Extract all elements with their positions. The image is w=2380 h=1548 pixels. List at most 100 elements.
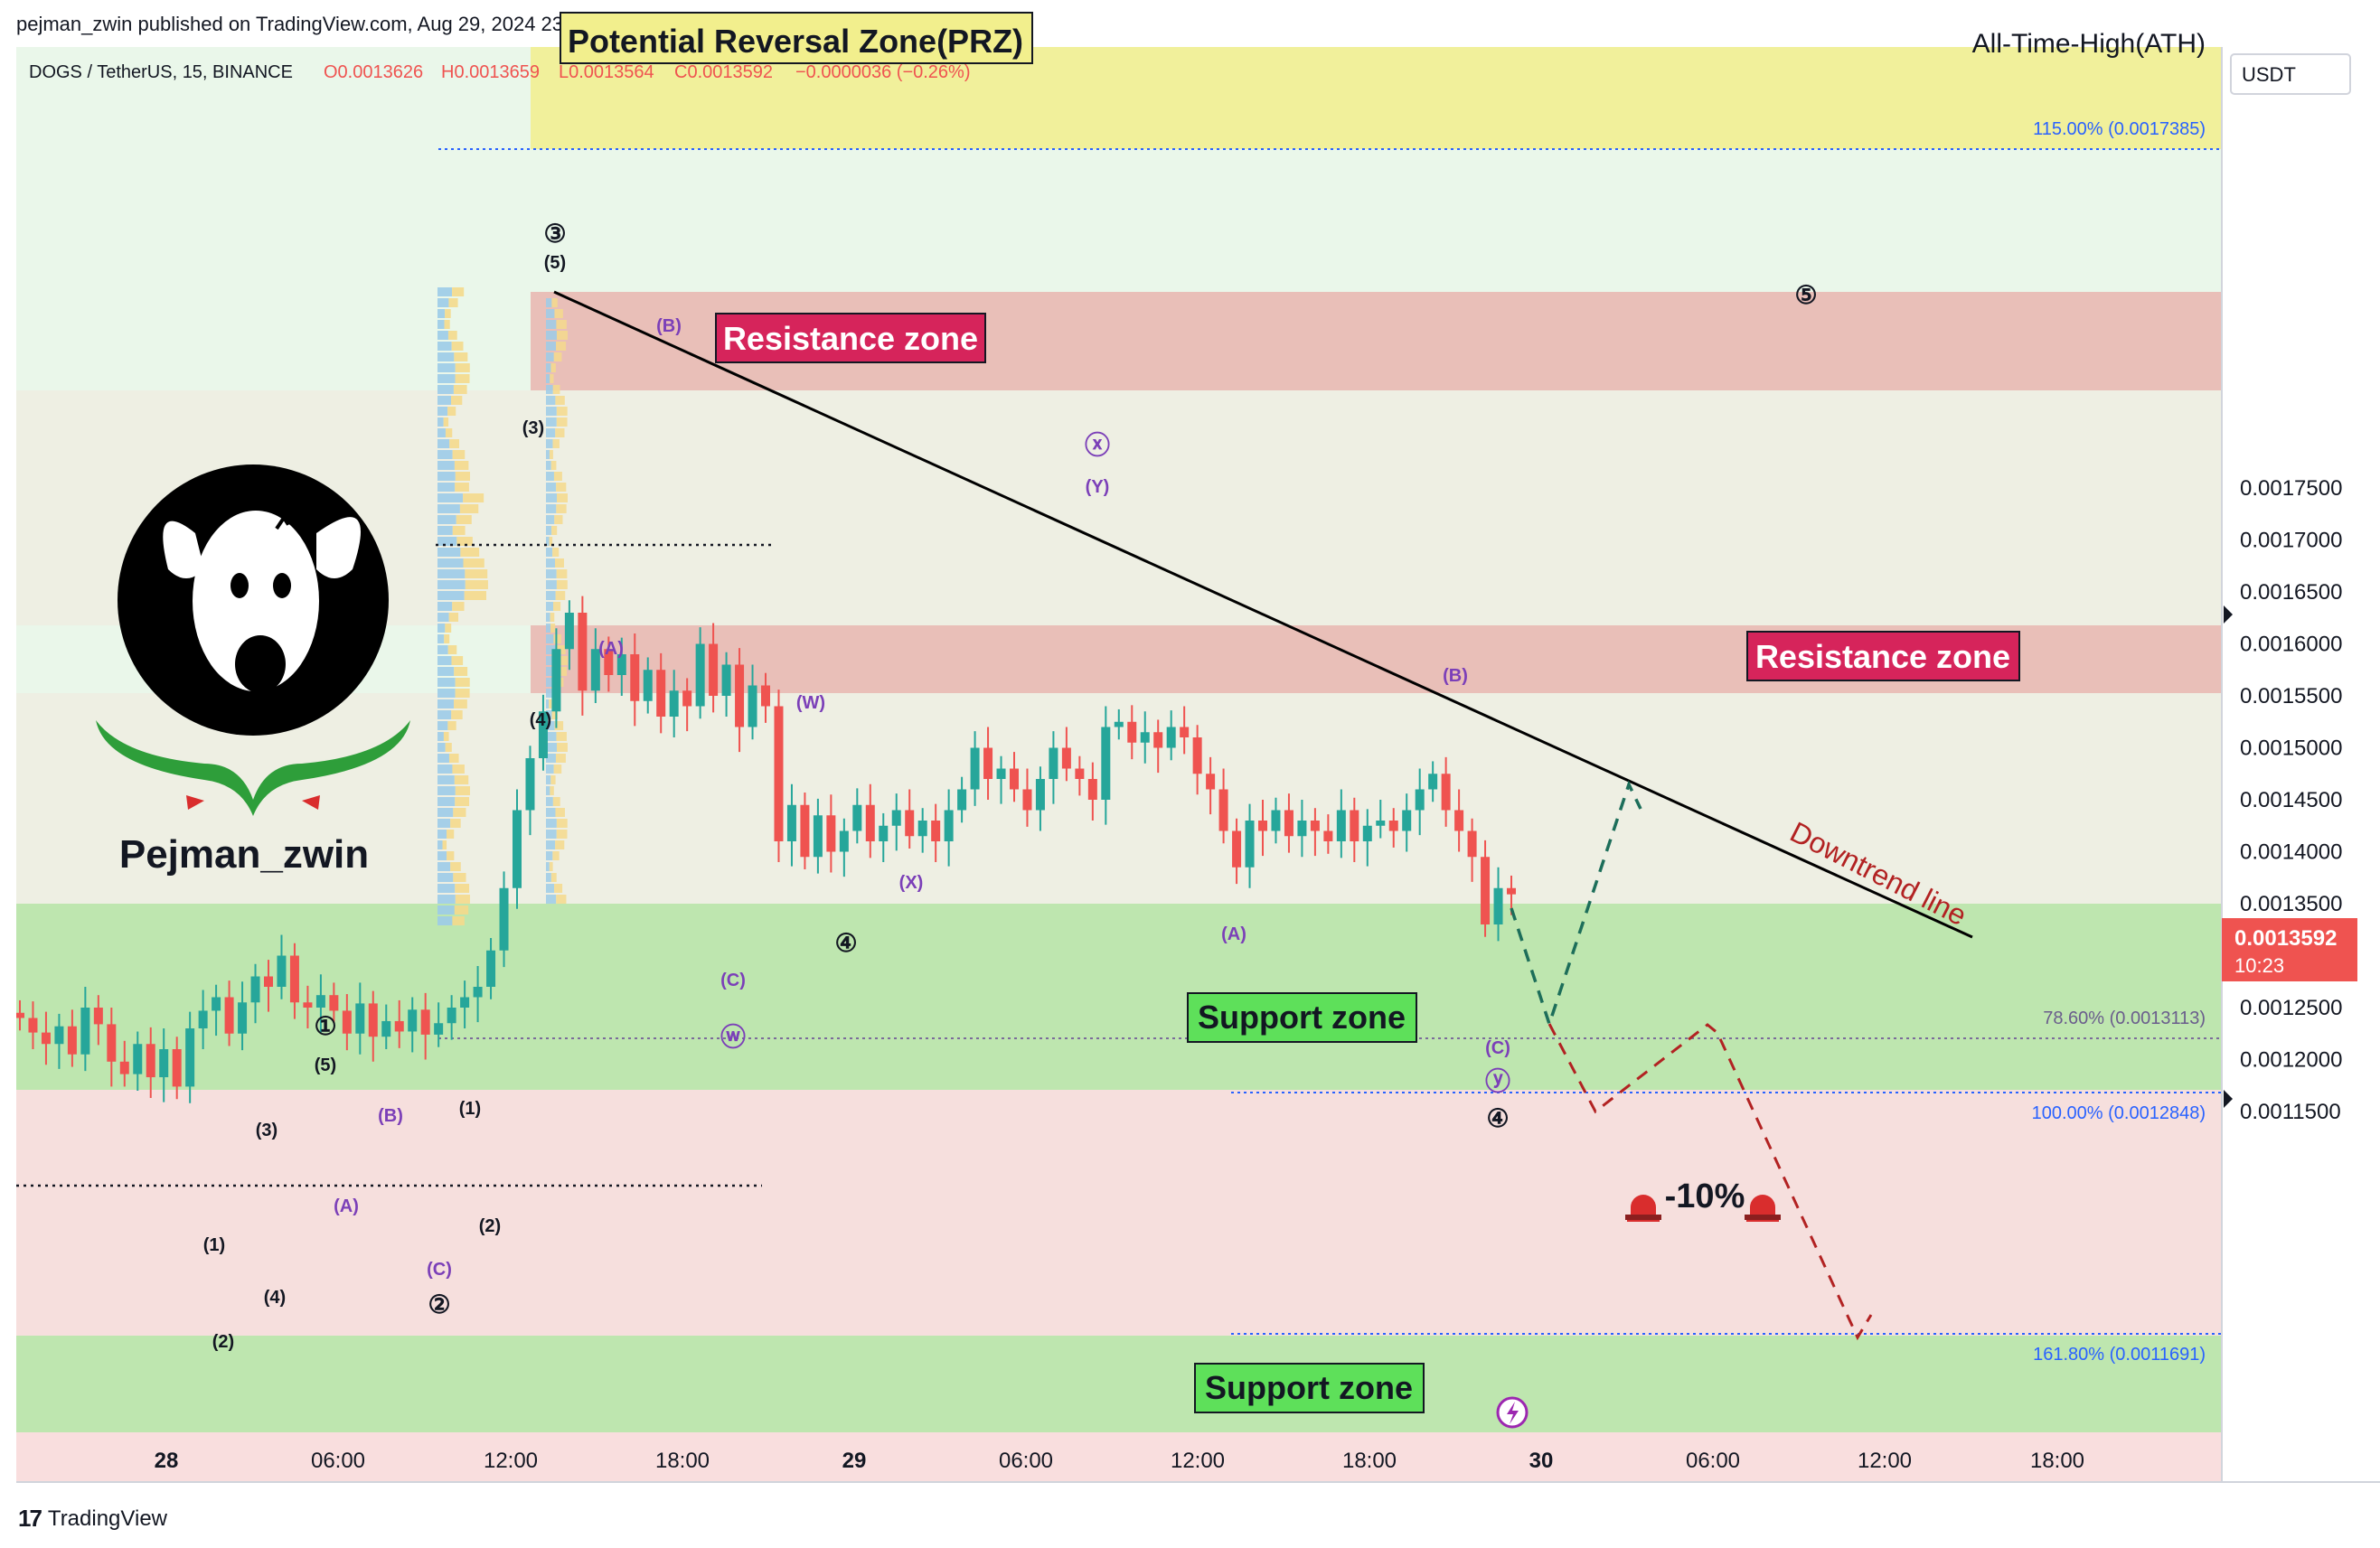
- symbol-name: DOGS / TetherUS, 15, BINANCE: [29, 62, 293, 82]
- candle-body: [1192, 737, 1202, 774]
- volume-profile-bar: [546, 873, 551, 882]
- volume-profile-bar: [451, 342, 464, 351]
- candle-body: [1075, 768, 1085, 779]
- volume-profile-bar: [546, 558, 555, 568]
- fib-label-100: 100.00% (0.0012848): [2032, 1103, 2206, 1123]
- candle-body: [917, 821, 927, 837]
- volume-profile-bar: [447, 721, 456, 730]
- volume-profile-bar: [546, 830, 557, 839]
- volume-profile-bar: [546, 439, 553, 448]
- candle-body: [447, 1008, 456, 1024]
- price-tick-label: 0.0013500: [2240, 892, 2342, 916]
- volume-profile-bar: [455, 472, 470, 481]
- candle-body: [1166, 727, 1176, 748]
- price-tick-label: 0.0012000: [2240, 1048, 2342, 1073]
- volume-profile-bar: [546, 374, 550, 383]
- price-tick-label: 0.0014000: [2240, 840, 2342, 865]
- volume-profile-bar: [465, 569, 488, 578]
- volume-profile-bar: [450, 819, 461, 828]
- time-axis[interactable]: 28 06:00 12:00 18:00 29 06:00 12:00 18:00 30 06:0…: [16, 1432, 2380, 1483]
- last-price-box: [2222, 918, 2357, 981]
- volume-profile-bar: [437, 797, 456, 806]
- wave-label: ①: [314, 1012, 336, 1040]
- volume-profile-bar: [437, 548, 461, 557]
- volume-profile-bar: [437, 396, 452, 405]
- price-axis[interactable]: USDT 0.0017500 0.0017000 0.0016500 0.001600…: [2221, 47, 2380, 1482]
- candle-body: [1140, 732, 1150, 743]
- volume-profile-bar: [546, 483, 557, 492]
- price-tick-label: 0.0016500: [2240, 580, 2342, 605]
- dog-face-icon: [163, 511, 361, 693]
- volume-profile-bar: [549, 450, 553, 459]
- volume-profile-bar: [553, 602, 561, 611]
- candle-body: [1206, 774, 1216, 790]
- volume-profile-bar: [546, 732, 557, 741]
- candle-body: [604, 649, 614, 675]
- volume-profile-bar: [546, 743, 557, 752]
- candle-body: [748, 685, 757, 727]
- logo: Pejman_zwin: [96, 464, 410, 877]
- volume-profile-bar: [554, 309, 563, 318]
- volume-profile-bar: [437, 710, 452, 719]
- candle-body: [905, 810, 915, 837]
- candle-body: [54, 1026, 64, 1045]
- volume-profile-bar: [444, 634, 450, 643]
- volume-profile-bar: [556, 667, 568, 676]
- volume-profile-bar: [551, 710, 559, 719]
- candle-body: [355, 1003, 365, 1034]
- volume-profile-bar: [554, 884, 563, 893]
- candle-body: [590, 649, 600, 691]
- candle-body: [1153, 732, 1163, 748]
- candle-body: [879, 825, 889, 841]
- volume-profile-bar: [447, 407, 456, 416]
- candle-body: [891, 810, 901, 826]
- volume-profile-bar: [552, 797, 560, 806]
- wave-label: (B): [1443, 666, 1468, 686]
- candle-body: [277, 955, 287, 987]
- price-tick-label: 0.0014500: [2240, 788, 2342, 812]
- volume-profile-bar: [546, 548, 553, 557]
- candle-body: [420, 1009, 430, 1035]
- volume-profile-bar: [437, 624, 446, 633]
- candle-body: [1101, 727, 1111, 800]
- resistance-label-box-2: [1746, 631, 2020, 681]
- volume-profile-bar: [550, 775, 556, 784]
- volume-profile-bar: [456, 515, 472, 524]
- time-tick-label: 18:00: [1342, 1449, 1397, 1473]
- candle-body: [578, 613, 588, 691]
- candle-body: [1481, 857, 1491, 924]
- time-tick-label: 18:00: [2030, 1449, 2084, 1473]
- wave-label: (C): [427, 1260, 452, 1280]
- candle-body: [669, 690, 679, 717]
- projection-bearish: [1547, 1023, 1873, 1341]
- candle-body: [616, 654, 626, 675]
- candle-body: [381, 1020, 391, 1037]
- support-label-2: Support zone: [1205, 1369, 1413, 1406]
- volume-profile-bar: [455, 895, 470, 904]
- wave-label: (Y): [1086, 477, 1110, 497]
- candle-body: [93, 1008, 103, 1025]
- volume-profile-bar: [546, 515, 555, 524]
- volume-profile-bar: [437, 342, 452, 351]
- volume-profile-bar: [452, 602, 465, 611]
- lightning-icon[interactable]: [1496, 1396, 1529, 1429]
- wave-label: ④: [1486, 1104, 1509, 1132]
- volume-profile-bar: [556, 331, 568, 340]
- downtrend-line[interactable]: [553, 290, 1973, 939]
- volume-profile-bar: [451, 656, 464, 665]
- volume-profile-bar: [550, 624, 556, 633]
- volume-profile-bar: [452, 765, 465, 774]
- candle-body: [1323, 830, 1333, 841]
- volume-profile-bar: [437, 830, 447, 839]
- volume-profile-bar: [556, 483, 567, 492]
- brand-label: TradingView: [47, 1506, 167, 1531]
- wave-label: (4): [530, 710, 551, 730]
- tradingview-brand[interactable]: 17 TradingView: [18, 1505, 167, 1533]
- candle-body: [1507, 887, 1516, 895]
- candle-body: [80, 1008, 90, 1055]
- volume-profile-bar: [443, 417, 449, 427]
- candle-body: [342, 1010, 352, 1034]
- ohlc-low: L0.0013564: [559, 62, 654, 82]
- volume-profile-bar: [554, 721, 564, 730]
